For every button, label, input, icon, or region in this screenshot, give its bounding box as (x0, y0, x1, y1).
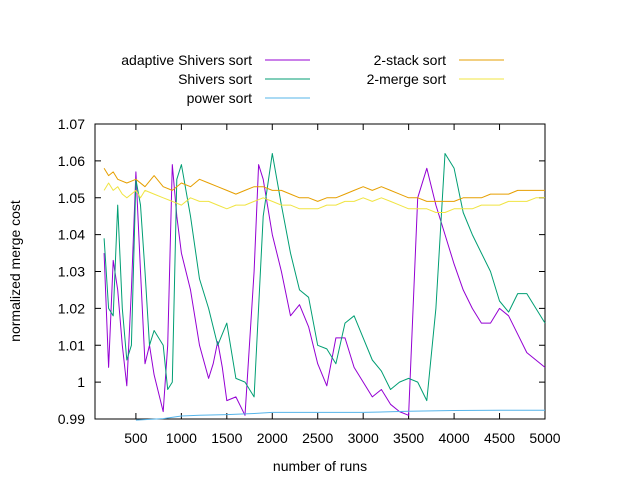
x-axis-label: number of runs (273, 458, 367, 474)
y-tick-label: 1.04 (58, 227, 85, 243)
y-tick-label: 1.06 (58, 153, 85, 169)
plot-area: 500 1000 1500 2000 2500 3000 3500 4000 4500 5000 … (58, 116, 561, 446)
y-tick-label: 1.02 (58, 300, 85, 316)
legend-label: 2-merge sort (367, 71, 446, 87)
y-tick-label: 1 (77, 374, 85, 390)
y-axis-ticks: 0.99 1 1.01 1.02 1.03 1.04 1.05 1.06 1.07 (58, 116, 545, 427)
series-lines (103, 153, 546, 421)
y-axis-label: normalized merge cost (7, 200, 23, 342)
series-line-3 (103, 168, 545, 202)
y-tick-label: 1.07 (58, 116, 85, 132)
y-tick-label: 1.01 (58, 337, 85, 353)
y-tick-label: 0.99 (58, 411, 85, 427)
x-tick-label: 500 (124, 430, 148, 446)
x-tick-label: 2500 (302, 430, 333, 446)
x-tick-label: 1000 (166, 430, 197, 446)
plot-frame (94, 123, 546, 420)
legend-label: power sort (187, 90, 252, 106)
series-line-2 (135, 409, 545, 421)
x-tick-label: 4000 (439, 430, 470, 446)
x-tick-label: 4500 (484, 430, 515, 446)
legend-label: Shivers sort (178, 71, 252, 87)
x-tick-label: 3000 (348, 430, 379, 446)
y-tick-label: 1.03 (58, 264, 85, 280)
legend: adaptive Shivers sort Shivers sort power s… (121, 52, 504, 106)
series-line-1 (103, 153, 546, 402)
x-tick-label: 1500 (211, 430, 242, 446)
x-tick-label: 5000 (529, 430, 560, 446)
x-tick-label: 2000 (257, 430, 288, 446)
legend-label: 2-stack sort (374, 52, 446, 68)
x-tick-label: 3500 (393, 430, 424, 446)
y-tick-label: 1.05 (58, 190, 85, 206)
legend-label: adaptive Shivers sort (121, 52, 252, 68)
x-axis-ticks: 500 1000 1500 2000 2500 3000 3500 4000 4500 5000 (124, 124, 561, 446)
series-line-0 (103, 164, 546, 416)
series-line-4 (103, 182, 545, 213)
